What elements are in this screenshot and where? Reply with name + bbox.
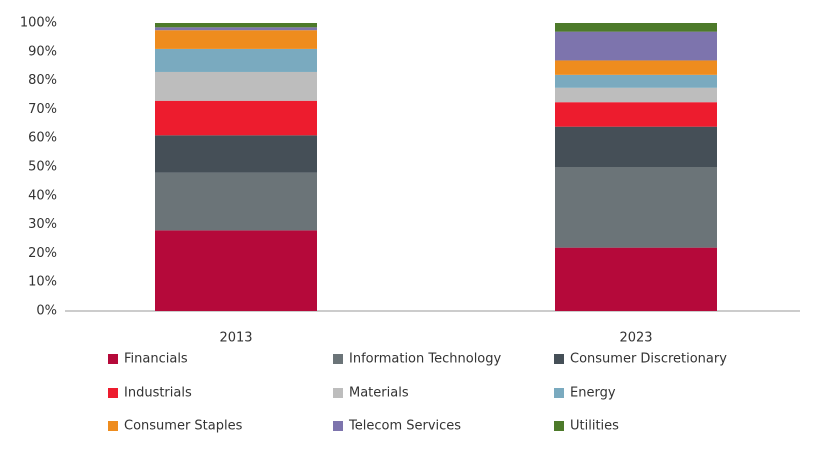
- y-tick-label: 80%: [28, 73, 57, 88]
- legend-swatch: [333, 421, 343, 431]
- bar-segment: [155, 135, 317, 173]
- legend-swatch: [108, 388, 118, 398]
- legend-label: Consumer Staples: [124, 419, 243, 434]
- bar-segment: [555, 126, 717, 167]
- bar-segment: [155, 172, 317, 231]
- bar-segment: [555, 60, 717, 75]
- legend-label: Energy: [570, 386, 616, 401]
- bar-segment: [555, 167, 717, 248]
- legend-swatch: [333, 354, 343, 364]
- x-tick-label: 2013: [219, 331, 252, 346]
- legend-label: Information Technology: [349, 352, 502, 367]
- y-tick-label: 10%: [28, 275, 57, 290]
- bar-segment: [555, 23, 717, 32]
- y-tick-label: 20%: [28, 246, 57, 261]
- bar-segment: [155, 230, 317, 311]
- legend-label: Utilities: [570, 419, 619, 434]
- legend-label: Industrials: [124, 386, 192, 401]
- bar-segment: [555, 74, 717, 88]
- bar-segment: [155, 48, 317, 72]
- legend-label: Consumer Discretionary: [570, 352, 727, 367]
- bar-segment: [155, 30, 317, 49]
- y-tick-label: 60%: [28, 131, 57, 146]
- legend-swatch: [554, 388, 564, 398]
- y-tick-label: 100%: [20, 16, 57, 31]
- y-tick-label: 90%: [28, 44, 57, 59]
- legend-label: Financials: [124, 352, 188, 367]
- legend-label: Materials: [349, 386, 409, 401]
- legend-swatch: [554, 354, 564, 364]
- legend-swatch: [554, 421, 564, 431]
- x-tick-label: 2023: [619, 331, 652, 346]
- legend-swatch: [108, 421, 118, 431]
- y-tick-label: 70%: [28, 102, 57, 117]
- y-tick-label: 50%: [28, 160, 57, 175]
- bar-segment: [155, 100, 317, 136]
- bar-segment: [555, 87, 717, 103]
- y-tick-label: 30%: [28, 217, 57, 232]
- bar-segment: [155, 71, 317, 101]
- bar-segment: [555, 31, 717, 61]
- legend-label: Telecom Services: [348, 419, 461, 434]
- y-tick-label: 0%: [36, 304, 57, 319]
- y-tick-label: 40%: [28, 188, 57, 203]
- legend-swatch: [108, 354, 118, 364]
- bar-segment: [155, 23, 317, 28]
- legend-swatch: [333, 388, 343, 398]
- bar-segment: [155, 27, 317, 31]
- bar-segment: [555, 102, 717, 127]
- bar-segment: [555, 247, 717, 311]
